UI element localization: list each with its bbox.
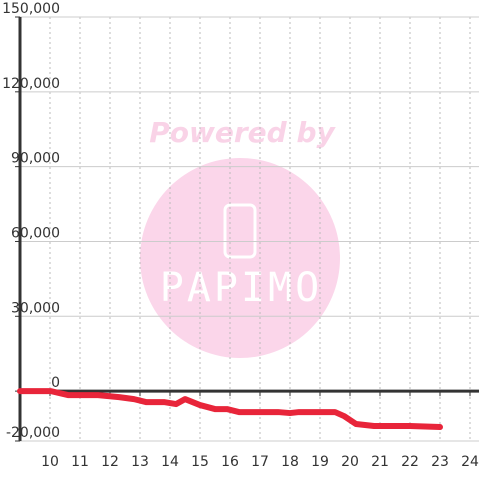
y-tick-label: 60,000 bbox=[11, 225, 60, 241]
x-tick-label: 24 bbox=[461, 454, 479, 470]
y-tick-label: 0 bbox=[51, 375, 60, 391]
y-tick-label: -20,000 bbox=[6, 425, 60, 441]
y-tick-label: 90,000 bbox=[11, 151, 60, 167]
data-line bbox=[17, 388, 443, 431]
watermark-text: Powered by bbox=[149, 116, 336, 149]
x-tick-label: 19 bbox=[311, 454, 329, 470]
x-tick-label: 11 bbox=[71, 454, 89, 470]
x-tick-label: 10 bbox=[41, 454, 59, 470]
x-tick-label: 17 bbox=[251, 454, 269, 470]
y-tick-label: 30,000 bbox=[11, 300, 60, 316]
y-tick-label: 120,000 bbox=[2, 76, 60, 92]
x-tick-label: 13 bbox=[131, 454, 149, 470]
x-tick-label: 14 bbox=[161, 454, 179, 470]
x-tick-label: 20 bbox=[341, 454, 359, 470]
x-tick-label: 21 bbox=[371, 454, 389, 470]
x-tick-label: 18 bbox=[281, 454, 299, 470]
x-tick-label: 15 bbox=[191, 454, 209, 470]
x-tick-label: 22 bbox=[401, 454, 419, 470]
x-tick-label: 12 bbox=[101, 454, 119, 470]
x-tick-label: 16 bbox=[221, 454, 239, 470]
y-tick-label: 150,000 bbox=[2, 1, 60, 17]
watermark-logo: PAPIMO bbox=[160, 265, 323, 311]
x-tick-label: 23 bbox=[431, 454, 449, 470]
watermark-phone bbox=[223, 203, 257, 259]
